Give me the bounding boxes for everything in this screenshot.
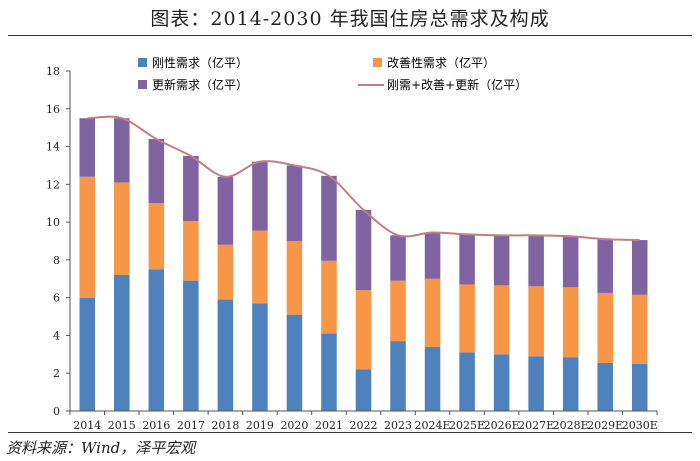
- bar-improvement-demand: [148, 203, 165, 270]
- bar-renewal-demand: [114, 118, 130, 183]
- bar-renewal-demand: [321, 175, 337, 261]
- bar-renewal-demand: [597, 239, 613, 293]
- bar-renewal-demand: [148, 139, 165, 204]
- x-tick-label: 2026E: [484, 419, 520, 432]
- bar-improvement-demand: [79, 176, 96, 298]
- bar-rigid-demand: [631, 363, 648, 411]
- legend-swatch-rigid: [138, 58, 147, 67]
- y-tick-label: 0: [53, 405, 60, 418]
- y-tick-label: 16: [46, 103, 60, 116]
- x-tick-label: 2018: [211, 419, 239, 432]
- bar-renewal-demand: [183, 156, 199, 222]
- bar-improvement-demand: [286, 241, 303, 315]
- x-tick-label: 2015: [108, 419, 136, 432]
- x-tick-label: 2025E: [449, 419, 485, 432]
- legend-label-improve: 改善性需求（亿平）: [387, 55, 495, 70]
- legend-swatch-renew: [138, 80, 147, 89]
- bar-improvement-demand: [562, 287, 579, 358]
- bar-renewal-demand: [79, 118, 96, 177]
- legend-label-total: 刚需+改善+更新（亿平）: [387, 77, 527, 92]
- x-tick-label: 2016: [142, 419, 170, 432]
- bar-rigid-demand: [286, 314, 303, 411]
- bar-renewal-demand: [562, 236, 579, 288]
- title-divider: [8, 35, 692, 36]
- bar-series: [79, 118, 648, 411]
- legend-swatch-improve: [373, 58, 382, 67]
- bar-renewal-demand: [631, 240, 648, 295]
- bar-improvement-demand: [252, 230, 268, 304]
- bar-renewal-demand: [390, 235, 406, 281]
- bar-rigid-demand: [148, 269, 165, 411]
- x-tick-label: 2020: [280, 419, 308, 432]
- bar-rigid-demand: [528, 356, 544, 411]
- total-demand-line: [87, 115, 640, 242]
- bar-rigid-demand: [217, 299, 234, 411]
- source-divider: [8, 432, 692, 433]
- bar-improvement-demand: [424, 278, 441, 347]
- bar-improvement-demand: [390, 280, 406, 342]
- x-axis: 2014 2015 2016 2017 2018 2019 2020 2021 2022 2023…: [69, 410, 658, 432]
- chart-title: 图表：2014-2030 年我国住房总需求及构成: [150, 8, 550, 30]
- bar-rigid-demand: [252, 303, 268, 411]
- x-tick-label: 2021: [315, 419, 343, 432]
- y-tick-label: 6: [53, 292, 60, 305]
- stacked-bar-chart: 刚性需求（亿平） 改善性需求（亿平） 更新需求（亿平） 刚需+改善+更新（亿平）…: [46, 55, 658, 432]
- x-tick-label: 2019: [246, 419, 274, 432]
- y-tick-label: 8: [53, 254, 60, 267]
- bar-improvement-demand: [217, 244, 234, 300]
- bar-renewal-demand: [424, 232, 441, 279]
- x-tick-label: 2022: [350, 419, 378, 432]
- source-note: 资料来源：Wind，泽平宏观: [6, 439, 196, 457]
- bar-improvement-demand: [114, 182, 130, 275]
- x-tick-label: 2030E: [622, 419, 658, 432]
- bar-rigid-demand: [355, 369, 372, 411]
- bar-rigid-demand: [597, 362, 613, 411]
- x-tick-label: 2024E: [415, 419, 451, 432]
- bar-rigid-demand: [424, 346, 441, 411]
- bar-improvement-demand: [459, 284, 475, 353]
- bar-rigid-demand: [321, 333, 337, 411]
- y-axis: 0 2 4 6 8 10 12 14 16 18: [46, 65, 71, 418]
- bar-rigid-demand: [183, 280, 199, 411]
- bar-renewal-demand: [459, 234, 475, 285]
- bar-rigid-demand: [79, 297, 96, 411]
- bar-improvement-demand: [493, 285, 510, 355]
- legend-label-rigid: 刚性需求（亿平）: [152, 55, 248, 70]
- bar-improvement-demand: [183, 221, 199, 281]
- y-tick-label: 10: [46, 216, 60, 229]
- x-tick-label: 2017: [177, 419, 205, 432]
- bar-rigid-demand: [562, 357, 579, 411]
- bar-improvement-demand: [528, 286, 544, 357]
- bar-renewal-demand: [217, 176, 234, 245]
- bar-rigid-demand: [459, 352, 475, 411]
- bar-improvement-demand: [355, 290, 372, 370]
- y-tick-label: 12: [46, 178, 60, 191]
- bar-rigid-demand: [390, 341, 406, 411]
- legend: 刚性需求（亿平） 改善性需求（亿平） 更新需求（亿平） 刚需+改善+更新（亿平）: [138, 55, 527, 92]
- bar-improvement-demand: [321, 260, 337, 334]
- legend-label-renew: 更新需求（亿平）: [152, 77, 248, 92]
- bar-improvement-demand: [597, 292, 613, 363]
- bar-renewal-demand: [355, 209, 372, 291]
- bar-renewal-demand: [286, 165, 303, 241]
- x-tick-label: 2023: [384, 419, 412, 432]
- bar-renewal-demand: [252, 161, 268, 231]
- bar-renewal-demand: [528, 235, 544, 287]
- total-line-series: [87, 115, 640, 242]
- bar-rigid-demand: [493, 354, 510, 411]
- x-tick-label: 2028E: [553, 419, 589, 432]
- bar-renewal-demand: [493, 235, 510, 286]
- x-tick-label: 2027E: [518, 419, 554, 432]
- y-tick-label: 2: [53, 367, 60, 380]
- y-tick-label: 18: [46, 65, 60, 78]
- bar-improvement-demand: [631, 294, 648, 364]
- x-tick-label: 2014: [73, 419, 101, 432]
- y-tick-label: 4: [53, 329, 60, 342]
- bar-rigid-demand: [114, 275, 130, 411]
- x-tick-label: 2029E: [587, 419, 623, 432]
- y-tick-label: 14: [46, 141, 60, 154]
